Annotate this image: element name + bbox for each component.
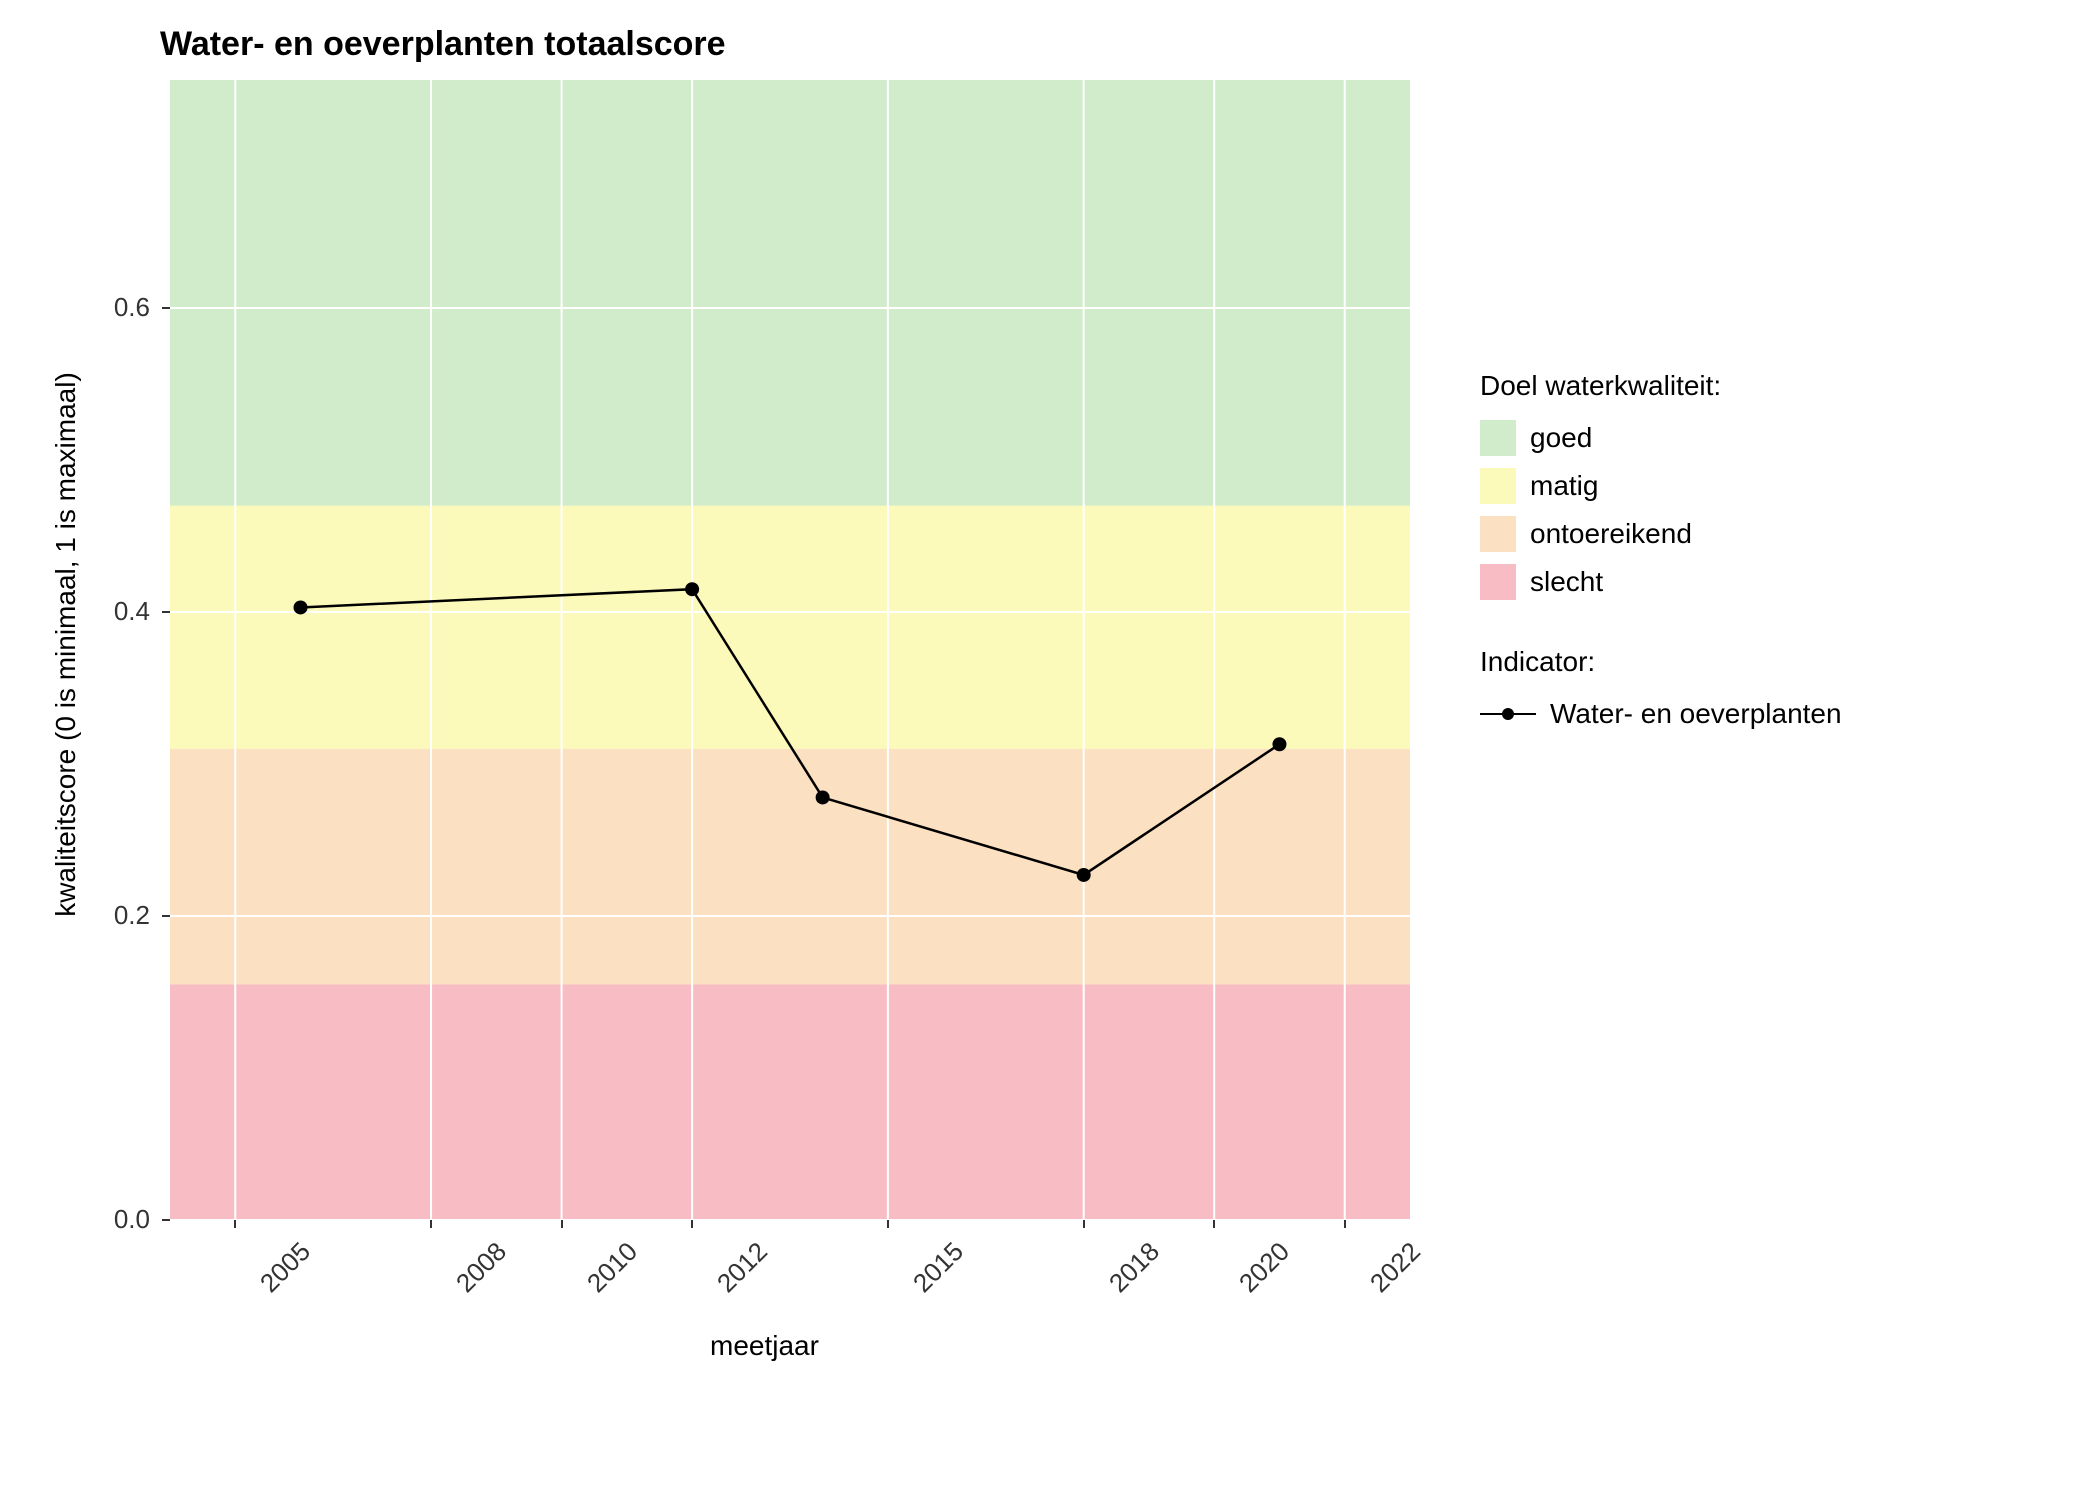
legend-quality-items: goed matig ontoereikend slecht	[1480, 420, 1842, 600]
y-tick	[162, 1219, 170, 1221]
legend-swatch	[1480, 468, 1516, 504]
legend-label: slecht	[1530, 566, 1603, 598]
y-tick	[162, 915, 170, 917]
legend-indicator-items: Water- en oeverplanten	[1480, 696, 1842, 732]
series-point	[294, 600, 308, 614]
series-point	[1272, 737, 1286, 751]
quality-band-slecht	[170, 984, 1410, 1220]
y-tick	[162, 611, 170, 613]
legend-label: goed	[1530, 422, 1592, 454]
legend-quality-item: ontoereikend	[1480, 516, 1842, 552]
legend-swatch	[1480, 516, 1516, 552]
x-tick-label: 2010	[581, 1236, 644, 1299]
quality-band-ontoereikend	[170, 749, 1410, 985]
x-tick	[1213, 1220, 1215, 1228]
legend-indicator-title: Indicator:	[1480, 646, 1842, 678]
legend-line-sample	[1480, 696, 1536, 732]
y-tick	[162, 307, 170, 309]
legend-quality-title: Doel waterkwaliteit:	[1480, 370, 1842, 402]
legend-swatch	[1480, 564, 1516, 600]
legend: Doel waterkwaliteit: goed matig ontoereike…	[1480, 370, 1842, 744]
y-axis-label: kwaliteitscore (0 is minimaal, 1 is maxi…	[50, 160, 82, 1129]
legend-quality-item: matig	[1480, 468, 1842, 504]
x-tick	[887, 1220, 889, 1228]
y-tick-label: 0.6	[90, 292, 150, 323]
series-point	[685, 582, 699, 596]
x-tick-label: 2018	[1103, 1236, 1166, 1299]
legend-label: ontoereikend	[1530, 518, 1692, 550]
y-tick-label: 0.2	[90, 900, 150, 931]
legend-label: Water- en oeverplanten	[1550, 698, 1842, 730]
legend-label: matig	[1530, 470, 1598, 502]
x-tick-label: 2005	[254, 1236, 317, 1299]
x-tick-label: 2012	[711, 1236, 774, 1299]
plot-area	[170, 80, 1410, 1220]
x-tick	[561, 1220, 563, 1228]
x-tick	[1344, 1220, 1346, 1228]
x-tick	[234, 1220, 236, 1228]
legend-quality-item: slecht	[1480, 564, 1842, 600]
quality-band-goed	[170, 80, 1410, 506]
y-tick-label: 0.4	[90, 596, 150, 627]
x-axis-label: meetjaar	[710, 1330, 819, 1362]
x-tick-label: 2020	[1233, 1236, 1296, 1299]
x-tick	[430, 1220, 432, 1228]
x-tick-label: 2015	[907, 1236, 970, 1299]
x-tick	[691, 1220, 693, 1228]
x-tick-label: 2008	[450, 1236, 513, 1299]
chart-title: Water- en oeverplanten totaalscore	[160, 25, 726, 64]
quality-band-matig	[170, 506, 1410, 749]
legend-indicator-item: Water- en oeverplanten	[1480, 696, 1842, 732]
figure: Water- en oeverplanten totaalscore kwali…	[0, 0, 2100, 1500]
legend-swatch	[1480, 420, 1516, 456]
y-tick-label: 0.0	[90, 1204, 150, 1235]
x-tick-label: 2022	[1364, 1236, 1427, 1299]
series-point	[816, 790, 830, 804]
x-tick	[1083, 1220, 1085, 1228]
legend-quality-item: goed	[1480, 420, 1842, 456]
series-point	[1077, 868, 1091, 882]
